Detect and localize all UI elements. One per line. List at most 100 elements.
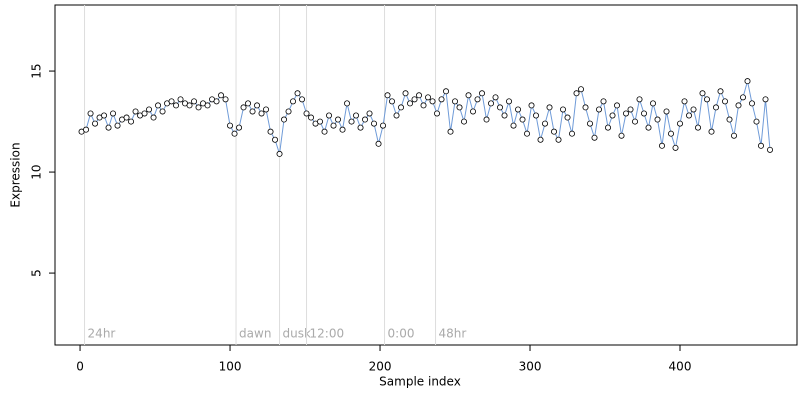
point xyxy=(501,112,508,119)
point xyxy=(609,112,616,119)
point xyxy=(420,102,427,109)
point xyxy=(146,106,153,113)
point xyxy=(722,98,729,105)
point xyxy=(695,124,702,131)
point xyxy=(582,104,589,111)
marker-label: 48hr xyxy=(439,327,467,341)
point xyxy=(335,116,342,123)
point xyxy=(276,150,283,157)
x-tick-label: 100 xyxy=(219,360,242,374)
x-axis-label: Sample index xyxy=(379,375,461,389)
point xyxy=(128,118,135,125)
point xyxy=(249,108,256,115)
point xyxy=(645,124,652,131)
y-tick-label: 15 xyxy=(30,63,44,78)
point xyxy=(177,96,184,103)
point xyxy=(236,124,243,131)
point xyxy=(222,96,229,103)
point xyxy=(254,102,261,109)
point xyxy=(168,98,175,105)
point xyxy=(524,130,531,137)
y-axis-label: Expression xyxy=(9,142,23,207)
point xyxy=(740,94,747,101)
point xyxy=(110,110,117,117)
point xyxy=(668,130,675,137)
point xyxy=(564,114,571,121)
y-tick-label: 5 xyxy=(30,269,44,277)
point xyxy=(533,112,540,119)
point xyxy=(83,126,90,133)
point xyxy=(290,98,297,105)
point xyxy=(600,98,607,105)
point xyxy=(555,136,562,143)
point xyxy=(92,120,99,127)
point xyxy=(470,108,477,115)
point xyxy=(618,132,625,139)
point xyxy=(353,112,360,119)
point xyxy=(429,98,436,105)
x-tick-label: 300 xyxy=(519,360,542,374)
point xyxy=(636,96,643,103)
point xyxy=(105,124,112,131)
point xyxy=(749,100,756,107)
point xyxy=(497,104,504,111)
point xyxy=(258,110,265,117)
point xyxy=(402,90,409,97)
point xyxy=(308,114,315,121)
point xyxy=(132,108,139,115)
point xyxy=(195,104,202,111)
point xyxy=(659,142,666,149)
point xyxy=(114,122,121,129)
point xyxy=(596,106,603,113)
point xyxy=(488,100,495,107)
point xyxy=(303,110,310,117)
point xyxy=(605,124,612,131)
point xyxy=(713,104,720,111)
point xyxy=(294,90,301,97)
point xyxy=(726,116,733,123)
point xyxy=(398,104,405,111)
point xyxy=(155,102,162,109)
point xyxy=(542,120,549,127)
point xyxy=(465,92,472,99)
point xyxy=(690,106,697,113)
point xyxy=(461,118,468,125)
point xyxy=(762,96,769,103)
x-tick-label: 400 xyxy=(669,360,692,374)
point xyxy=(425,94,432,101)
point xyxy=(317,118,324,125)
point xyxy=(479,90,486,97)
point xyxy=(708,128,715,135)
point xyxy=(578,86,585,93)
point xyxy=(263,106,270,113)
point xyxy=(767,146,774,153)
point xyxy=(231,130,238,137)
point xyxy=(551,128,558,135)
point xyxy=(380,122,387,129)
point xyxy=(285,108,292,115)
point xyxy=(510,122,517,129)
marker-label: 0:00 xyxy=(388,327,415,341)
point xyxy=(434,110,441,117)
marker-label: 24hr xyxy=(88,327,116,341)
point xyxy=(677,120,684,127)
point xyxy=(357,124,364,131)
point xyxy=(456,104,463,111)
point xyxy=(213,98,220,105)
point xyxy=(438,96,445,103)
point xyxy=(443,88,450,95)
x-tick-label: 200 xyxy=(369,360,392,374)
point xyxy=(240,104,247,111)
point xyxy=(654,116,661,123)
y-tick-label: 10 xyxy=(30,164,44,179)
point xyxy=(330,122,337,129)
point xyxy=(362,116,369,123)
point xyxy=(267,128,274,135)
point xyxy=(173,102,180,109)
point xyxy=(492,94,499,101)
point xyxy=(663,108,670,115)
point xyxy=(641,110,648,117)
point xyxy=(623,110,630,117)
point xyxy=(407,100,414,107)
point xyxy=(731,132,738,139)
